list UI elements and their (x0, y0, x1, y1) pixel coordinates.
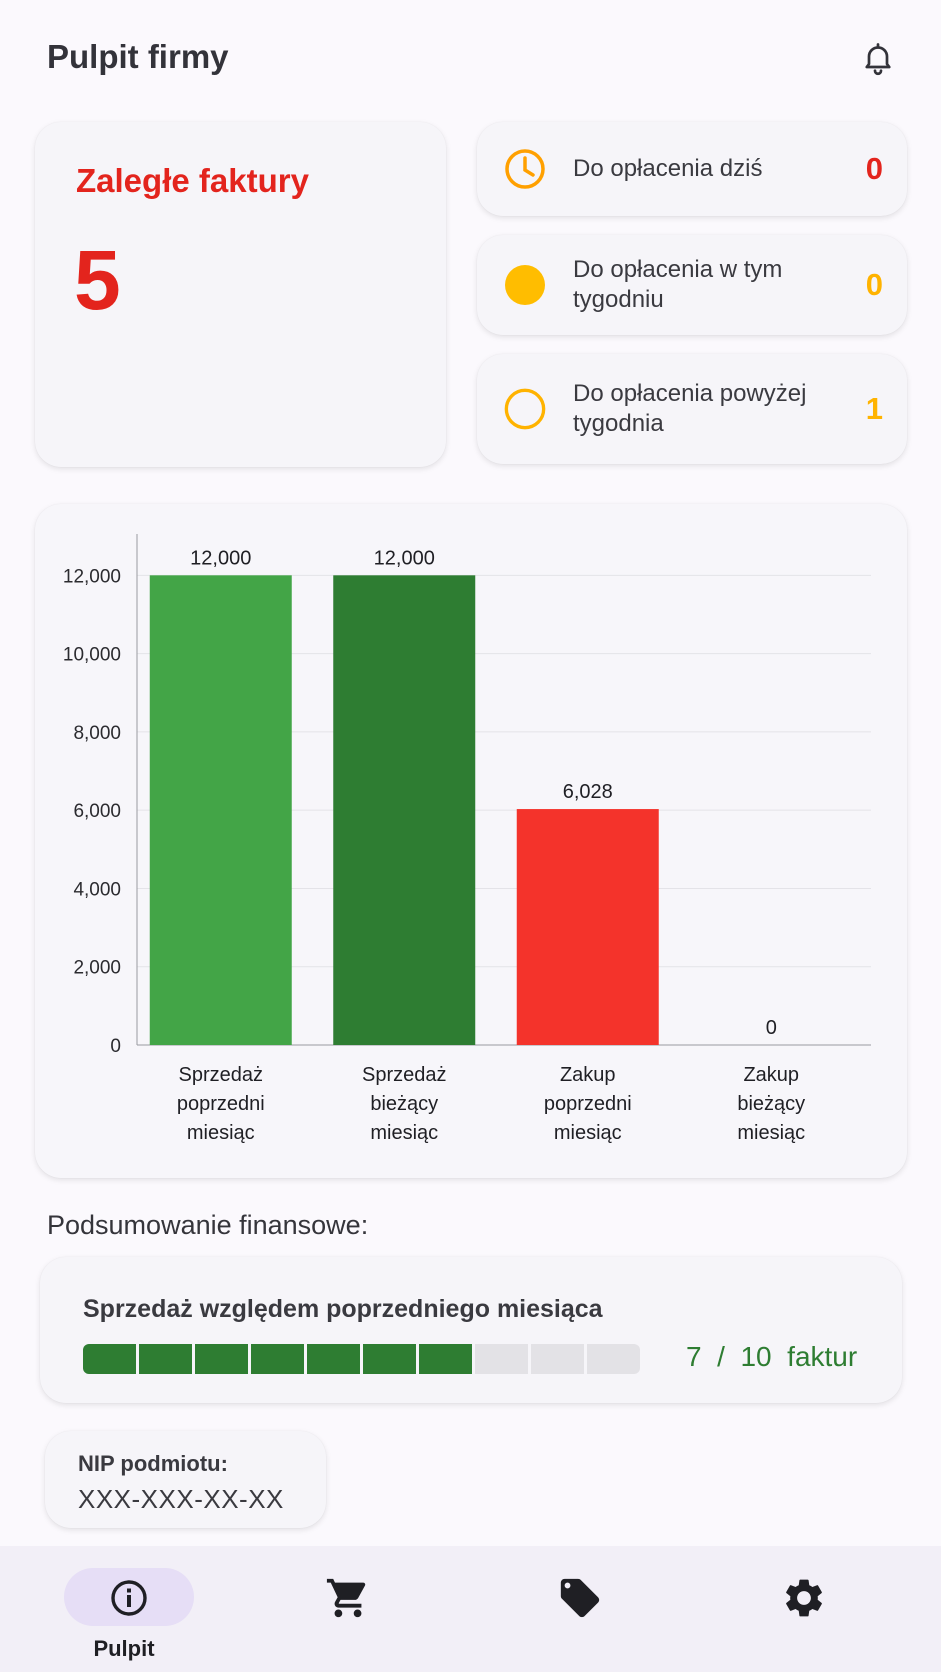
due-later-value: 1 (865, 391, 883, 426)
bell-icon[interactable] (856, 36, 900, 80)
y-tick-label: 8,000 (73, 723, 121, 744)
progress-segment (307, 1344, 360, 1374)
nip-value: XXX-XXX-XX-XX (78, 1484, 284, 1514)
sales-progress-bar (83, 1344, 640, 1374)
nav-item-pulpit[interactable]: Pulpit (24, 1546, 224, 1672)
overdue-invoices-card[interactable]: Zaległe faktury 5 (35, 122, 446, 467)
y-tick-label: 6,000 (73, 801, 121, 822)
financial-summary-title: Podsumowanie finansowe: (47, 1210, 369, 1240)
overdue-title: Zaległe faktury (76, 162, 309, 199)
due-this-week-card[interactable]: Do opłacenia w tym tygodniu 0 (477, 235, 907, 335)
due-today-value: 0 (865, 151, 883, 186)
bar-value-label: 12,000 (374, 547, 435, 569)
x-category-label: miesiąc (554, 1122, 622, 1144)
progress-segment (195, 1344, 248, 1374)
x-category-label: Zakup (560, 1064, 616, 1086)
due-today-label: Do opłacenia dziś (573, 155, 763, 182)
x-category-label: poprzedni (544, 1093, 632, 1115)
clock-icon (503, 147, 547, 191)
x-category-label: miesiąc (370, 1122, 438, 1144)
sales-progress-title: Sprzedaż względem poprzedniego miesiąca (83, 1295, 603, 1323)
progress-segment (251, 1344, 304, 1374)
nip-label: NIP podmiotu: (78, 1451, 228, 1476)
x-category-label: Sprzedaż (362, 1064, 447, 1086)
due-later-card[interactable]: Do opłacenia powyżej tygodnia 1 (477, 354, 907, 464)
progress-segment (587, 1344, 640, 1374)
progress-segment (363, 1344, 416, 1374)
tag-icon (556, 1574, 604, 1622)
x-category-label: Sprzedaż (179, 1064, 264, 1086)
x-category-label: miesiąc (187, 1122, 255, 1144)
nav-label-pulpit: Pulpit (93, 1636, 155, 1661)
progress-segment (531, 1344, 584, 1374)
y-tick-label: 12,000 (63, 566, 121, 587)
sales-progress-card[interactable]: Sprzedaż względem poprzedniego miesiąca … (40, 1257, 902, 1403)
nav-item-settings[interactable] (705, 1546, 905, 1672)
x-category-label: bieżący (370, 1093, 438, 1115)
y-tick-label: 4,000 (73, 879, 121, 900)
page-title: Pulpit firmy (47, 38, 229, 75)
overdue-count: 5 (74, 233, 121, 327)
progress-segment (475, 1344, 528, 1374)
cart-icon (324, 1574, 372, 1622)
y-tick-label: 10,000 (63, 645, 121, 666)
nip-card: NIP podmiotu: XXX-XXX-XX-XX (45, 1431, 326, 1528)
bar (149, 575, 292, 1045)
due-this-week-label: Do opłacenia w tym tygodniu (573, 256, 783, 313)
bar-value-label: 6,028 (563, 781, 613, 803)
progress-segment (419, 1344, 472, 1374)
sales-purchases-chart-card: 0 2,000 4,000 6,000 8,000 10,000 12,000 12,000 S… (35, 504, 907, 1178)
bottom-nav: Pulpit (0, 1546, 941, 1672)
due-later-label: Do opłacenia powyżej tygodnia (573, 380, 807, 437)
hollow-circle-icon (503, 387, 547, 431)
info-icon (105, 1574, 153, 1622)
gear-icon (780, 1574, 828, 1622)
sales-progress-text: 7 / 10 faktur (686, 1341, 858, 1372)
x-category-label: Zakup (743, 1064, 799, 1086)
progress-segment (83, 1344, 136, 1374)
filled-circle-icon (503, 263, 547, 307)
y-tick-label: 0 (110, 1036, 121, 1057)
nav-item-cart[interactable] (248, 1546, 448, 1672)
nav-item-tag[interactable] (479, 1546, 679, 1672)
bar-chart: 0 2,000 4,000 6,000 8,000 10,000 12,000 12,000 S… (63, 534, 871, 1144)
y-tick-label: 2,000 (73, 958, 121, 979)
x-category-label: poprzedni (177, 1093, 265, 1115)
due-this-week-value: 0 (865, 267, 883, 302)
bar-value-label: 0 (766, 1017, 777, 1039)
bar (516, 809, 659, 1045)
x-category-label: miesiąc (737, 1122, 805, 1144)
progress-segment (139, 1344, 192, 1374)
bar (333, 575, 476, 1045)
x-category-label: bieżący (737, 1093, 805, 1115)
bar-value-label: 12,000 (190, 547, 251, 569)
due-today-card[interactable]: Do opłacenia dziś 0 (477, 122, 907, 216)
header: Pulpit firmy (0, 0, 941, 118)
